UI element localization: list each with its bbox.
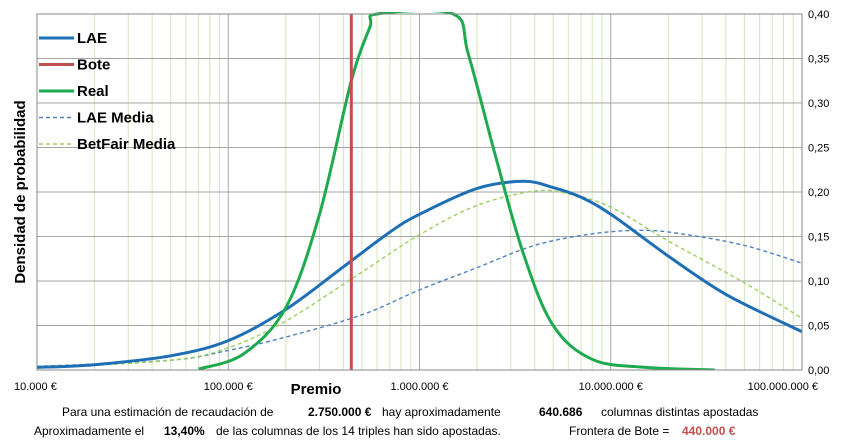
legend-item-lae: LAE	[39, 30, 107, 47]
chart: 0,00 0,05 0,10 0,15 0,20 0,25 0,30 0,35 0,40 10.…	[12, 9, 829, 398]
legend-label: Real	[77, 83, 109, 100]
legend-label: BetFair Media	[77, 136, 176, 153]
y-tick-label: 0,25	[808, 143, 829, 155]
x-tick-label: 10.000 €	[14, 381, 57, 393]
plot-frame	[36, 13, 803, 371]
footer-text: columnas distintas apostadas	[601, 405, 759, 419]
percentage-value: 13,40%	[164, 424, 205, 438]
y-tick-label: 0,00	[808, 365, 829, 377]
series-lae-media-line	[37, 229, 802, 368]
y-axis-label: Densidad de probabilidad	[12, 100, 29, 283]
footer-text: hay aproximadamente	[382, 405, 501, 419]
x-tick-label: 10.000.000 €	[579, 381, 643, 393]
x-tick-label: 100.000 €	[204, 381, 253, 393]
x-axis-label: Premio	[291, 381, 342, 398]
recaudacion-value: 2.750.000 €	[308, 405, 372, 419]
x-tick-labels: 10.000 € 100.000 € 1.000.000 € 10.000.000 €…	[14, 381, 818, 393]
legend-item-real: Real	[39, 83, 109, 100]
legend-label: LAE	[77, 30, 107, 47]
y-tick-label: 0,30	[808, 98, 829, 110]
y-tick-label: 0,35	[808, 54, 829, 66]
footer-text: Aproximadamente el	[34, 424, 145, 438]
legend-item-bote: Bote	[39, 57, 110, 74]
footer-text: Para una estimación de recaudación de	[62, 405, 274, 419]
y-tick-label: 0,20	[808, 187, 829, 199]
grid	[36, 13, 802, 371]
footer-text: de las columnas de los 14 triples han si…	[216, 424, 501, 438]
legend-item-betfair-media: BetFair Media	[39, 136, 176, 153]
series-lae-line	[37, 179, 802, 369]
y-tick-label: 0,05	[808, 321, 829, 333]
y-tick-labels: 0,00 0,05 0,10 0,15 0,20 0,25 0,30 0,35 0,40	[808, 9, 829, 377]
y-tick-label: 0,15	[808, 232, 829, 244]
frontera-label: Frontera de Bote =	[569, 424, 670, 438]
x-tick-label: 1.000.000 €	[390, 381, 448, 393]
y-tick-label: 0,10	[808, 276, 829, 288]
bote-value: 440.000 €	[682, 424, 736, 438]
legend: LAE Bote Real LAE Media BetFair Media	[39, 30, 176, 153]
legend-item-lae-media: LAE Media	[39, 110, 154, 127]
x-tick-label: 100.000.000 €	[748, 381, 818, 393]
legend-label: Bote	[77, 57, 110, 74]
columnas-count: 640.686	[539, 405, 583, 419]
y-tick-label: 0,40	[808, 9, 829, 21]
legend-label: LAE Media	[77, 110, 154, 127]
